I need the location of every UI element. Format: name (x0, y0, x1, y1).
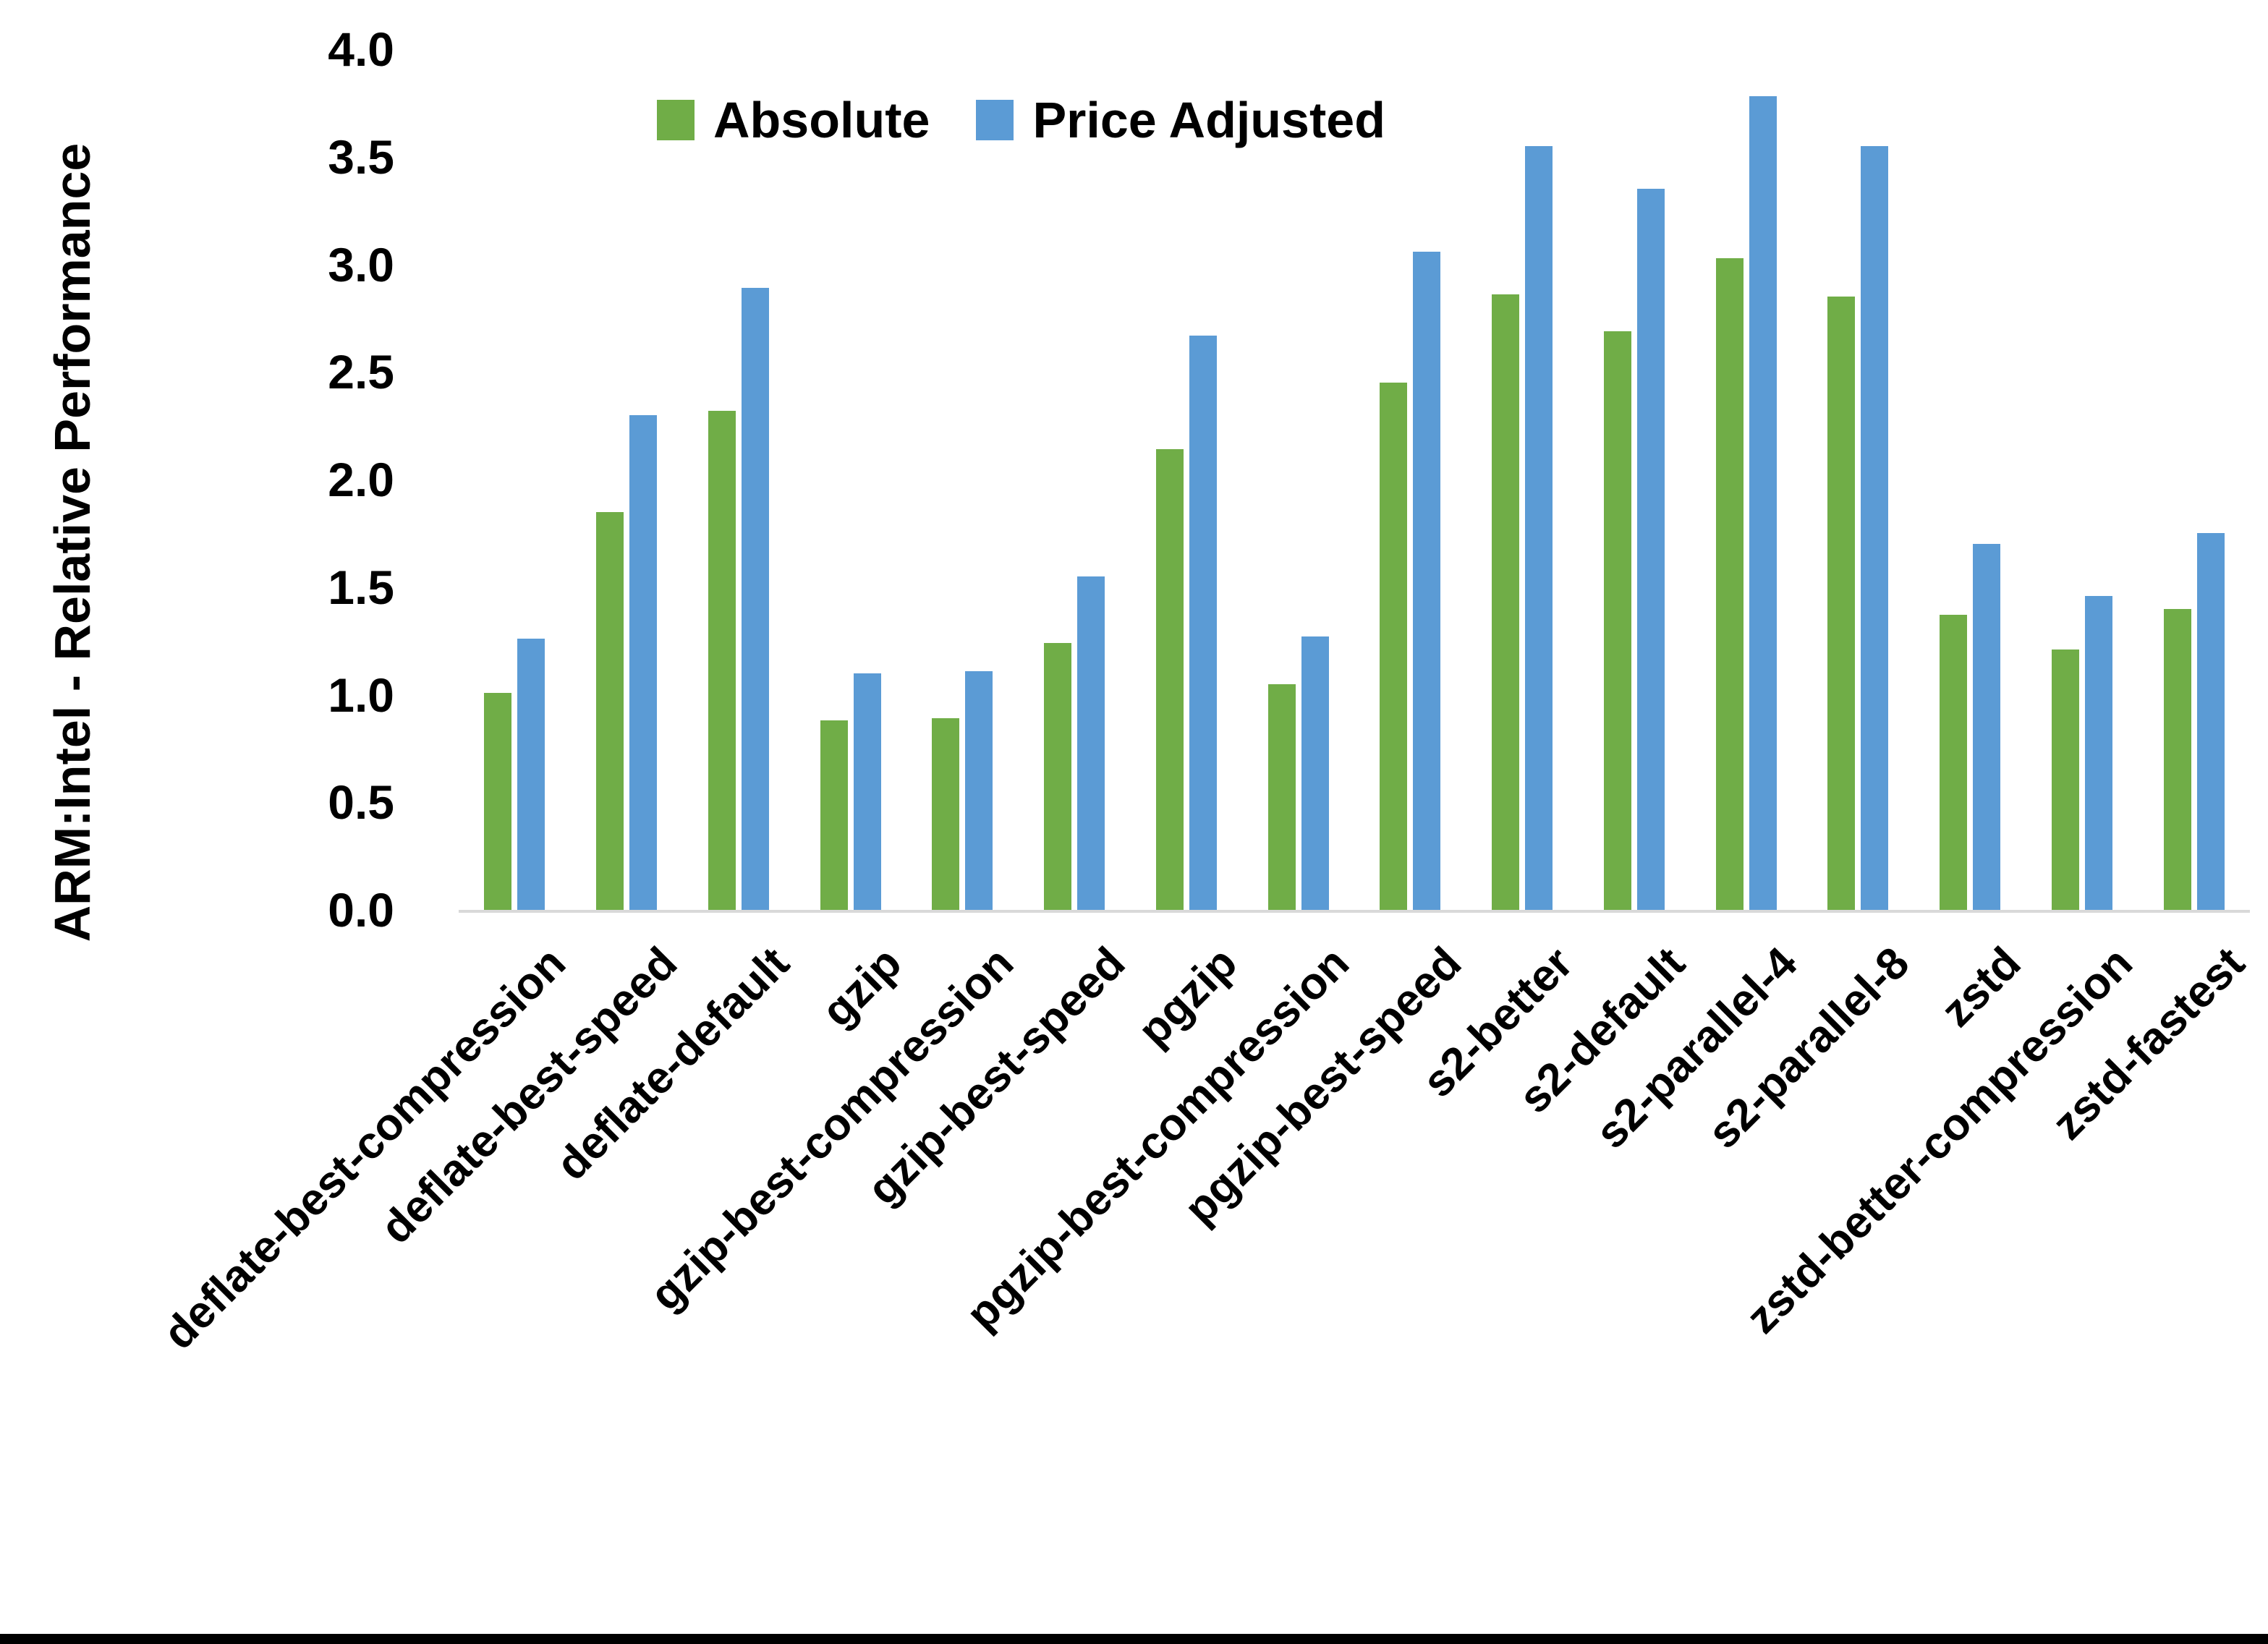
y-tick-label: 2.5 (328, 345, 394, 399)
bar (1525, 145, 1553, 910)
bar (1380, 383, 1408, 910)
bar (820, 720, 848, 910)
bottom-border (0, 1634, 2268, 1644)
bar (1973, 544, 2001, 910)
bar-group (2026, 49, 2139, 910)
bar (1603, 331, 1631, 910)
bar-group (1579, 49, 1691, 910)
bar-group (1914, 49, 2026, 910)
legend-label-absolute: Absolute (713, 92, 930, 148)
bar (1301, 636, 1329, 910)
y-tick-label: 0.0 (328, 883, 394, 937)
absolute-series-swatch-icon (657, 100, 695, 140)
bar-group (571, 49, 683, 910)
bar (2051, 649, 2079, 910)
y-tick-label: 2.0 (328, 453, 394, 506)
bar (1861, 145, 1889, 910)
bar (1267, 683, 1296, 910)
bar (1749, 96, 1777, 910)
y-tick-label: 1.5 (328, 560, 394, 614)
bar-group (1802, 49, 1914, 910)
legend-item-absolute: Absolute (657, 91, 930, 149)
bar-group (1690, 49, 1802, 910)
bar-group (2138, 49, 2250, 910)
bar-group (794, 49, 906, 910)
plot-area (459, 49, 2250, 913)
legend-item-price-adjusted: Price Adjusted (976, 91, 1385, 149)
bar-group (459, 49, 571, 910)
bar (1827, 297, 1856, 910)
bar-group (1131, 49, 1243, 910)
bar (629, 414, 658, 910)
bar-series-container (459, 49, 2250, 910)
bar (1940, 615, 1968, 910)
bar (708, 410, 736, 910)
bar-group (906, 49, 1019, 910)
price-adjusted-series-swatch-icon (976, 100, 1014, 140)
y-tick-label: 4.0 (328, 22, 394, 76)
y-tick-label: 3.5 (328, 129, 394, 184)
bar (1492, 294, 1520, 910)
legend-label-price-adjusted: Price Adjusted (1032, 92, 1385, 148)
bar-group (1354, 49, 1466, 910)
bar (965, 670, 993, 910)
y-tick-label: 3.0 (328, 237, 394, 291)
bar (1636, 189, 1665, 910)
y-tick-label: 1.0 (328, 668, 394, 722)
bar (1189, 335, 1217, 910)
x-axis-label: gzip (812, 937, 912, 1037)
bar-group (683, 49, 795, 910)
bar (741, 288, 769, 910)
bar (1077, 576, 1105, 910)
bar (1155, 449, 1184, 910)
bar-group (1466, 49, 1579, 910)
bar (2163, 608, 2191, 910)
bar (517, 639, 545, 910)
y-tick-label: 0.5 (328, 775, 394, 830)
bar (1044, 643, 1072, 910)
y-axis-tick-labels: 0.0 0.5 1.0 1.5 2.0 2.5 3.0 3.5 4.0 (0, 25, 394, 934)
bar (932, 718, 960, 910)
bar (2196, 533, 2225, 910)
x-axis-label: zstd (1932, 937, 2031, 1037)
bar (853, 673, 881, 910)
legend: Absolute Price Adjusted (657, 91, 1385, 149)
bar (2084, 595, 2112, 910)
bar-group (1019, 49, 1131, 910)
bar-group (1242, 49, 1354, 910)
bar (1715, 257, 1744, 910)
bar (596, 511, 624, 910)
bar (484, 692, 512, 910)
bar (1413, 251, 1441, 910)
